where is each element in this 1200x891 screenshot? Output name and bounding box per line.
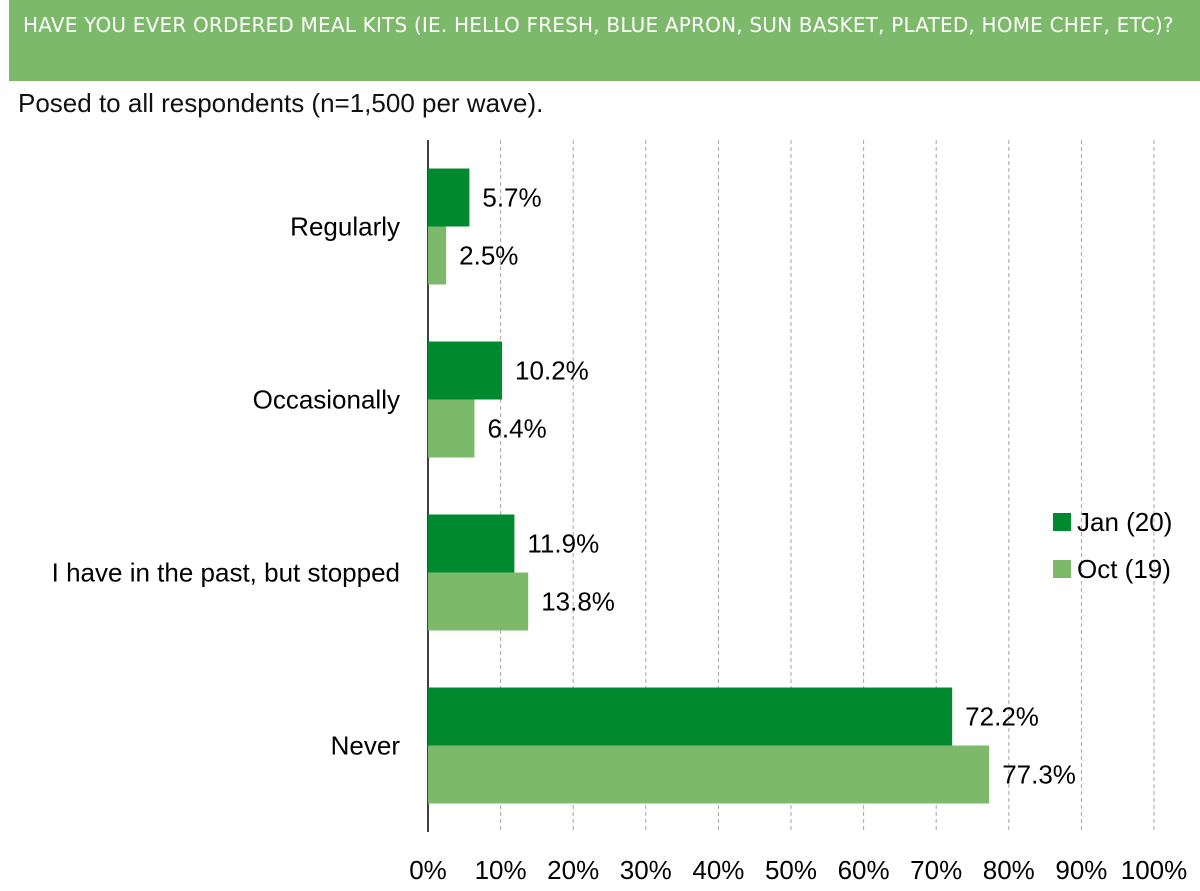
category-label-occasionally: Occasionally (253, 385, 400, 415)
category-label-i-have-in-the-past-but-stopped: I have in the past, but stopped (52, 558, 400, 588)
bar-jan-20-never (428, 687, 953, 746)
category-label-never: Never (331, 731, 401, 761)
data-label-jan-20-never: 72.2% (965, 702, 1039, 732)
category-label-regularly: Regularly (290, 212, 400, 242)
x-tick-0: 0% (409, 855, 447, 885)
bar-oct-19-occasionally (428, 399, 475, 458)
x-tick-labels: 0% 10% 20% 30% 40% 50% 60% 70% 80% 90% 100% (409, 855, 1187, 885)
data-label-jan-20-occasionally: 10.2% (515, 356, 589, 386)
legend: Jan (20) Oct (19) (1053, 507, 1172, 584)
x-tick-90: 90% (1055, 855, 1107, 885)
bar-oct-19-regularly (428, 226, 447, 285)
data-label-jan-20-i-have-in-the-past-but-stopped: 11.9% (527, 529, 599, 559)
data-label-oct-19-regularly: 2.5% (459, 241, 518, 271)
x-tick-50: 50% (765, 855, 817, 885)
bar-jan-20-i-have-in-the-past-but-stopped (428, 514, 515, 573)
x-tick-70: 70% (910, 855, 962, 885)
bar-jan-20-occasionally (428, 341, 503, 400)
bar-oct-19-i-have-in-the-past-but-stopped (428, 572, 529, 631)
x-tick-10: 10% (475, 855, 527, 885)
x-tick-60: 60% (838, 855, 890, 885)
chart-header: HAVE YOU EVER ORDERED MEAL KITS (IE. HEL… (9, 0, 1200, 81)
chart-subtitle: Posed to all respondents (n=1,500 per wa… (18, 88, 544, 118)
x-tick-30: 30% (620, 855, 672, 885)
category-labels: Regularly Occasionally I have in the past,… (52, 212, 401, 761)
x-tick-100: 100% (1121, 855, 1188, 885)
bar-oct-19-never (428, 745, 990, 804)
x-tick-80: 80% (983, 855, 1035, 885)
data-label-oct-19-i-have-in-the-past-but-stopped: 13.8% (541, 587, 615, 617)
legend-swatch-jan-20 (1053, 513, 1071, 531)
data-label-oct-19-occasionally: 6.4% (487, 414, 546, 444)
x-tick-40: 40% (692, 855, 744, 885)
bars-group: 5.7% 2.5% 10.2% 6.4% 11.9% 13.8% 72.2% 77.3% (428, 168, 1076, 804)
chart-title: HAVE YOU EVER ORDERED MEAL KITS (IE. HEL… (23, 13, 1174, 37)
x-tick-20: 20% (547, 855, 599, 885)
legend-label-oct-19: Oct (19) (1077, 554, 1171, 584)
bar-jan-20-regularly (428, 168, 470, 227)
data-label-jan-20-regularly: 5.7% (482, 183, 541, 213)
legend-label-jan-20: Jan (20) (1077, 507, 1172, 537)
legend-swatch-oct-19 (1053, 560, 1071, 578)
data-label-oct-19-never: 77.3% (1002, 760, 1076, 790)
